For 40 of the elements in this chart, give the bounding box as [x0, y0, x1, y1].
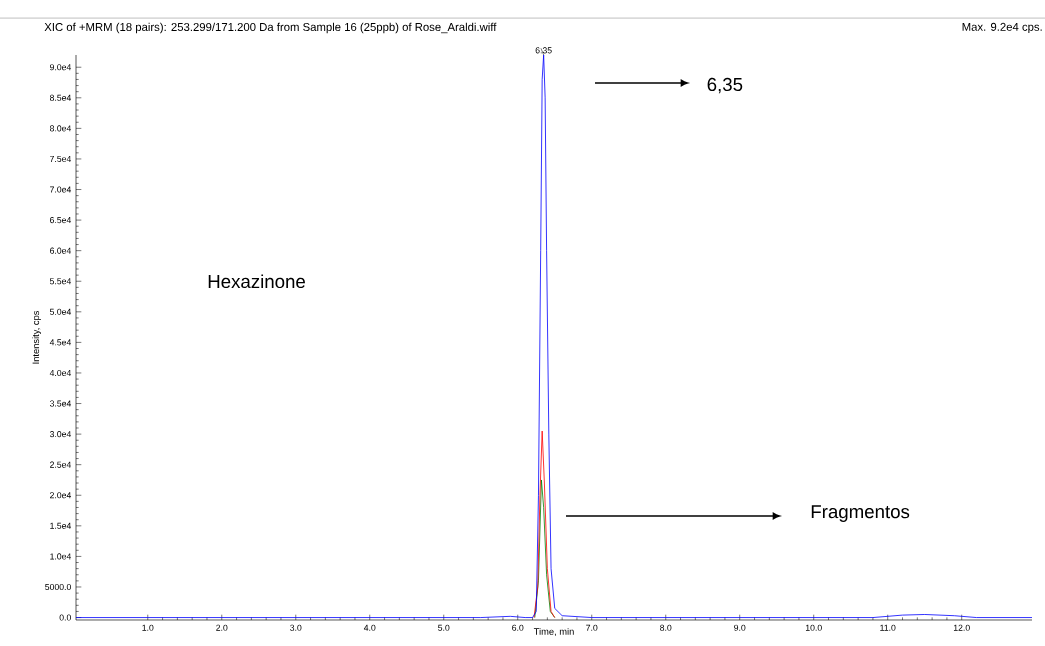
y-tick-label: 0.0	[59, 614, 71, 621]
y-tick-label: 4.5e4	[49, 339, 72, 346]
x-tick-label: 3.0	[290, 624, 302, 631]
x-tick-label: 9.0	[734, 624, 746, 631]
x-tick-label: 1.0	[142, 624, 154, 631]
x-axis-title: Time, min	[533, 628, 574, 636]
x-tick-label: 7.0	[586, 624, 598, 631]
y-tick-label: 8.5e4	[49, 94, 72, 101]
x-tick-label: 11.0	[880, 624, 896, 631]
x-tick-label: 2.0	[216, 624, 228, 631]
y-tick-label: 7.5e4	[50, 155, 72, 162]
annotation: 6,35	[707, 77, 743, 94]
chart-title: XIC of +MRM (18 pairs): 253.299/171.200 Da from Sample 16 (25ppb) of Rose_Araldi.wiff	[44, 22, 497, 34]
x-tick-label: 8.0	[660, 624, 672, 631]
y-tick-label: 5.5e4	[49, 278, 72, 285]
annotation: Hexazinone	[208, 274, 305, 289]
x-tick-label: 12.0	[953, 624, 970, 631]
y-tick-label: 6.0e4	[50, 247, 72, 254]
y-tick-label: 8.0e4	[49, 125, 72, 132]
y-tick-label: 7.0e4	[50, 186, 72, 193]
x-tick-label: 6.0	[512, 624, 524, 631]
annotation: Fragmentos	[811, 505, 910, 522]
y-tick-label: 4.0e4	[49, 369, 72, 377]
y-tick-label: 1.0e4	[50, 553, 72, 560]
y-tick-label: 1.5e4	[50, 522, 72, 529]
x-tick-label: 10.0	[805, 624, 822, 631]
y-tick-label: 9.0e4	[50, 64, 72, 71]
line-series	[533, 430, 556, 618]
y-tick-label: 5.0e4	[49, 308, 72, 315]
y-tick-label: 2.5e4	[50, 461, 72, 468]
y-tick-label: 2.0e4	[50, 492, 72, 499]
y-tick-label: 5000.0	[45, 583, 71, 591]
y-tick-label: 3.5e4	[49, 400, 72, 407]
x-tick-label: 5.0	[438, 624, 450, 631]
y-tick-label: 6.5e4	[50, 217, 72, 224]
annotation: 6.35	[535, 47, 552, 54]
x-tick-label: 4.0	[363, 624, 376, 631]
y-axis-title: Intensity, cps	[32, 310, 41, 364]
y-tick-label: 3.0e4	[49, 431, 72, 438]
chart-subtitle: Max. 9.2e4 cps.	[962, 22, 1042, 34]
